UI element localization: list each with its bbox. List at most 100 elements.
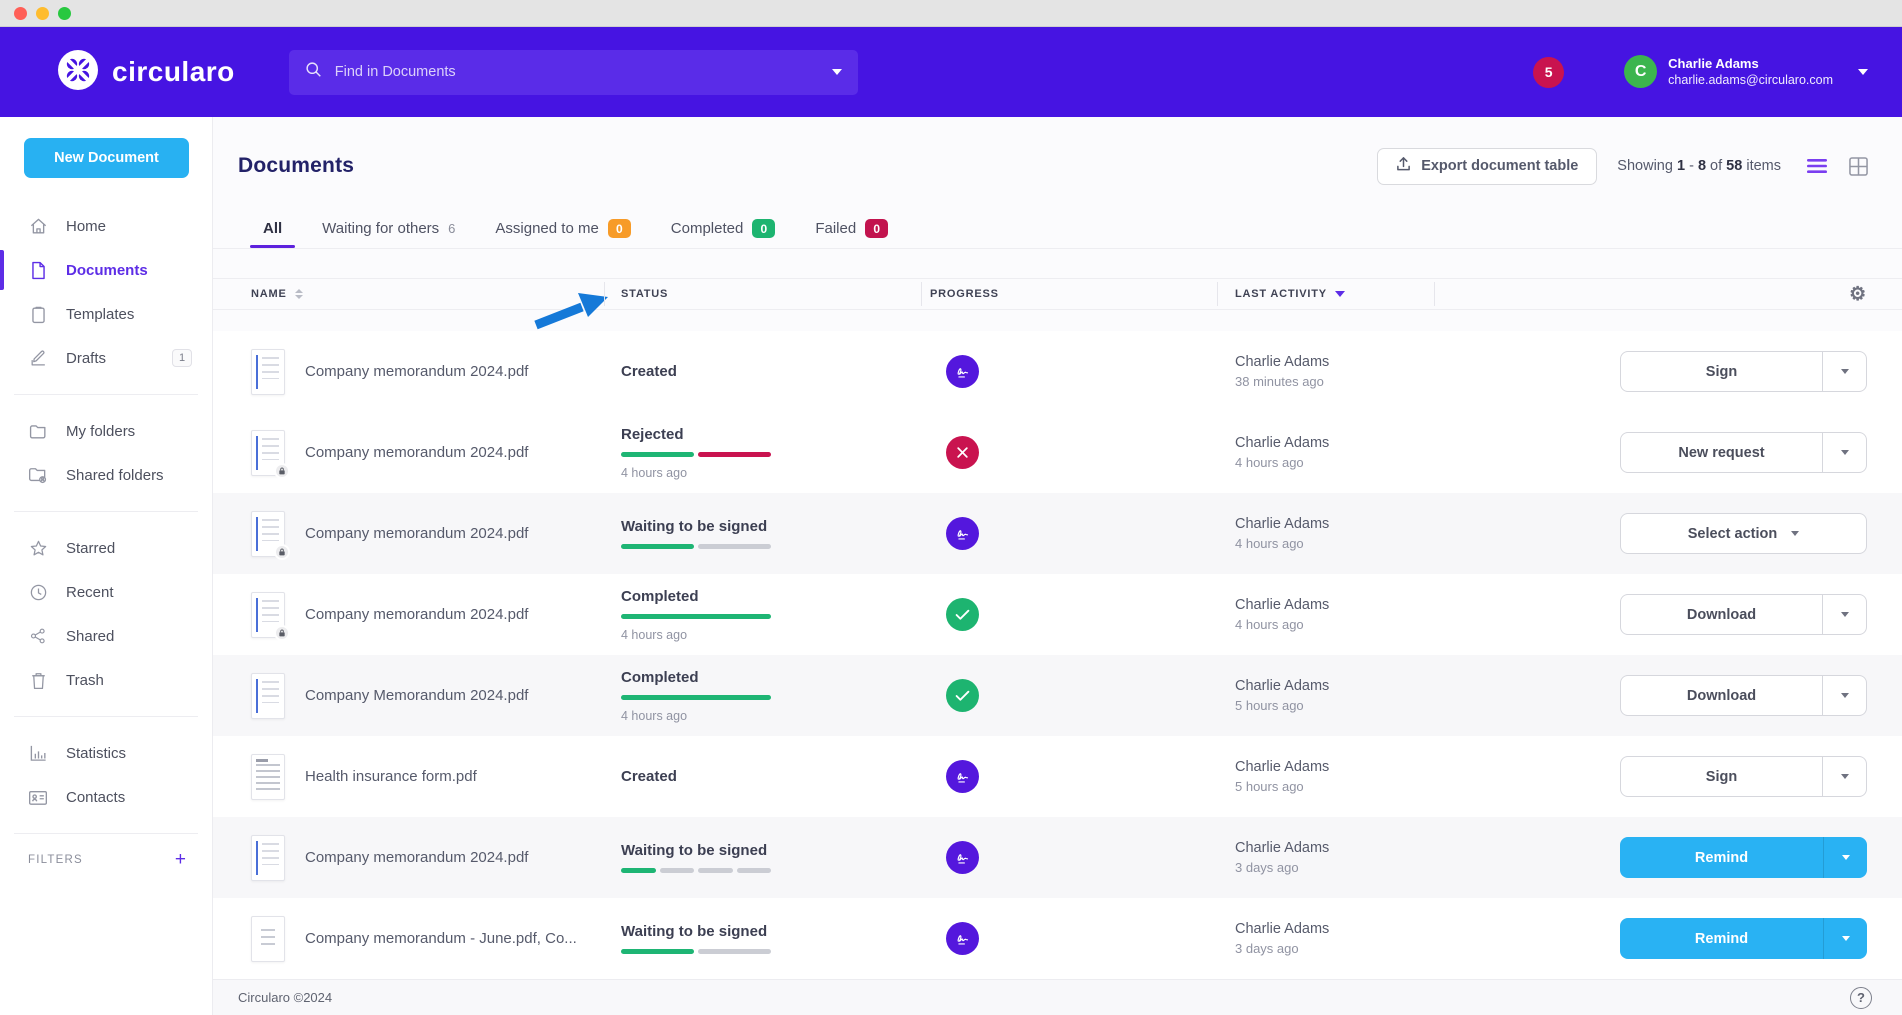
progress-bar — [621, 451, 771, 457]
search-icon — [305, 61, 322, 83]
sidebar-item-label: Contacts — [66, 788, 126, 806]
remind-button[interactable]: Remind — [1620, 837, 1823, 878]
remind-button[interactable]: Remind — [1620, 918, 1823, 959]
shared-folder-icon — [28, 465, 48, 485]
minimize-window-icon[interactable] — [36, 6, 49, 20]
avatar: C — [1624, 55, 1658, 89]
document-name[interactable]: Company memorandum 2024.pdf — [305, 363, 529, 380]
tab-assigned-to-me[interactable]: Assigned to me 0 — [495, 209, 631, 248]
document-name[interactable]: Company memorandum 2024.pdf — [305, 525, 529, 542]
help-icon[interactable]: ? — [1850, 986, 1872, 1009]
drafts-count-badge: 1 — [172, 349, 192, 367]
action-dropdown-button[interactable] — [1822, 352, 1866, 391]
new-document-button[interactable]: New Document — [24, 138, 189, 178]
table-row[interactable]: Company memorandum 2024.pdf Created Char… — [213, 331, 1902, 412]
new-request-button[interactable]: New request — [1621, 433, 1822, 472]
trash-icon — [28, 670, 48, 690]
sidebar-item-statistics[interactable]: Statistics — [0, 731, 212, 775]
sidebar-item-trash[interactable]: Trash — [0, 658, 212, 702]
tab-all[interactable]: All — [249, 209, 296, 248]
sidebar-divider — [14, 716, 198, 717]
sidebar-item-documents[interactable]: Documents — [0, 248, 212, 292]
action-dropdown-button[interactable] — [1822, 595, 1866, 634]
row-action-split-button[interactable]: Download — [1620, 594, 1867, 635]
action-dropdown-button[interactable] — [1823, 918, 1867, 959]
sort-icon[interactable] — [294, 289, 303, 299]
action-dropdown-button[interactable] — [1823, 837, 1867, 878]
sidebar-item-contacts[interactable]: Contacts — [0, 775, 212, 819]
document-name[interactable]: Company memorandum - June.pdf, Co... — [305, 930, 577, 947]
global-search[interactable] — [288, 49, 858, 95]
sidebar-item-shared-folders[interactable]: Shared folders — [0, 453, 212, 497]
table-settings-gear-icon[interactable]: ⚙ — [1849, 283, 1867, 305]
document-name[interactable]: Company Memorandum 2024.pdf — [305, 687, 529, 704]
row-action-split-button[interactable]: Sign — [1620, 756, 1867, 797]
document-filter-tabs: All Waiting for others 6 Assigned to me 0 … — [213, 209, 1902, 249]
status-label: Completed — [621, 587, 699, 605]
sidebar-item-starred[interactable]: Starred — [0, 526, 212, 570]
progress-bar — [621, 868, 771, 873]
sidebar-item-templates[interactable]: Templates — [0, 292, 212, 336]
add-filter-button[interactable]: + — [174, 849, 186, 870]
sidebar-item-recent[interactable]: Recent — [0, 570, 212, 614]
row-action-split-button[interactable]: Remind — [1620, 918, 1867, 959]
bar-chart-icon — [28, 743, 48, 763]
sidebar-item-label: Starred — [66, 539, 116, 557]
sidebar-item-label: Trash — [66, 671, 104, 689]
export-document-table-button[interactable]: Export document table — [1377, 147, 1598, 185]
sidebar-item-drafts[interactable]: Drafts 1 — [0, 336, 212, 380]
document-name[interactable]: Company memorandum 2024.pdf — [305, 444, 529, 461]
tab-failed[interactable]: Failed 0 — [815, 209, 889, 248]
row-action-split-button[interactable]: Remind — [1620, 837, 1867, 878]
column-header-last-activity[interactable]: LAST ACTIVITY — [1226, 279, 1443, 309]
row-action-split-button[interactable]: Sign — [1620, 351, 1867, 392]
column-header-progress[interactable]: PROGRESS — [930, 279, 1226, 309]
table-row[interactable]: Company memorandum 2024.pdf Waiting to b… — [213, 493, 1902, 574]
maximize-window-icon[interactable] — [58, 6, 71, 20]
action-dropdown-button[interactable] — [1822, 757, 1866, 796]
document-name[interactable]: Company memorandum 2024.pdf — [305, 606, 529, 623]
notifications-badge[interactable]: 5 — [1533, 56, 1565, 88]
table-row[interactable]: Company memorandum 2024.pdf Rejected 4 h… — [213, 412, 1902, 493]
document-table: Company memorandum 2024.pdf Created Char… — [213, 331, 1902, 979]
download-button[interactable]: Download — [1621, 595, 1822, 634]
table-row[interactable]: Company Memorandum 2024.pdf Completed 4 … — [213, 655, 1902, 736]
row-action-split-button[interactable]: New request — [1620, 432, 1867, 473]
column-header-name[interactable]: NAME — [251, 279, 613, 309]
progress-bar — [621, 949, 771, 954]
sign-button[interactable]: Sign — [1621, 757, 1822, 796]
document-name[interactable]: Health insurance form.pdf — [305, 768, 477, 785]
signature-progress-icon — [946, 355, 979, 388]
sidebar-item-label: Documents — [66, 261, 148, 279]
sidebar-item-shared[interactable]: Shared — [0, 614, 212, 658]
document-thumbnail — [251, 591, 290, 641]
column-header-status[interactable]: STATUS — [613, 279, 930, 309]
action-dropdown-button[interactable] — [1822, 676, 1866, 715]
user-menu[interactable]: C Charlie Adams charlie.adams@circularo.… — [1624, 55, 1868, 89]
table-row[interactable]: Company memorandum 2024.pdf Completed 4 … — [213, 574, 1902, 655]
tab-count-badge: 0 — [865, 219, 889, 238]
table-row[interactable]: Company memorandum 2024.pdf Waiting to b… — [213, 817, 1902, 898]
user-menu-chevron-icon[interactable] — [1858, 68, 1868, 75]
home-icon — [28, 216, 48, 236]
search-scope-dropdown-icon[interactable] — [831, 69, 842, 75]
row-action-split-button[interactable]: Download — [1620, 675, 1867, 716]
select-action-button[interactable]: Select action — [1620, 513, 1867, 554]
table-row[interactable]: Company memorandum - June.pdf, Co... Wai… — [213, 898, 1902, 979]
search-input[interactable] — [334, 64, 819, 80]
table-row[interactable]: Health insurance form.pdf Created Charli… — [213, 736, 1902, 817]
sign-button[interactable]: Sign — [1621, 352, 1822, 391]
brand-logo[interactable]: circularo — [57, 49, 235, 96]
list-view-icon[interactable] — [1807, 158, 1827, 174]
download-button[interactable]: Download — [1621, 676, 1822, 715]
document-thumbnail — [251, 672, 285, 719]
sidebar-item-my-folders[interactable]: My folders — [0, 409, 212, 453]
sidebar-item-home[interactable]: Home — [0, 204, 212, 248]
tab-waiting-for-others[interactable]: Waiting for others 6 — [322, 220, 456, 237]
close-window-icon[interactable] — [14, 6, 27, 20]
grid-view-icon[interactable] — [1849, 156, 1868, 176]
action-dropdown-button[interactable] — [1822, 433, 1866, 472]
document-name[interactable]: Company memorandum 2024.pdf — [305, 849, 529, 866]
last-activity-time: 4 hours ago — [1235, 616, 1304, 632]
tab-completed[interactable]: Completed 0 — [671, 209, 776, 248]
